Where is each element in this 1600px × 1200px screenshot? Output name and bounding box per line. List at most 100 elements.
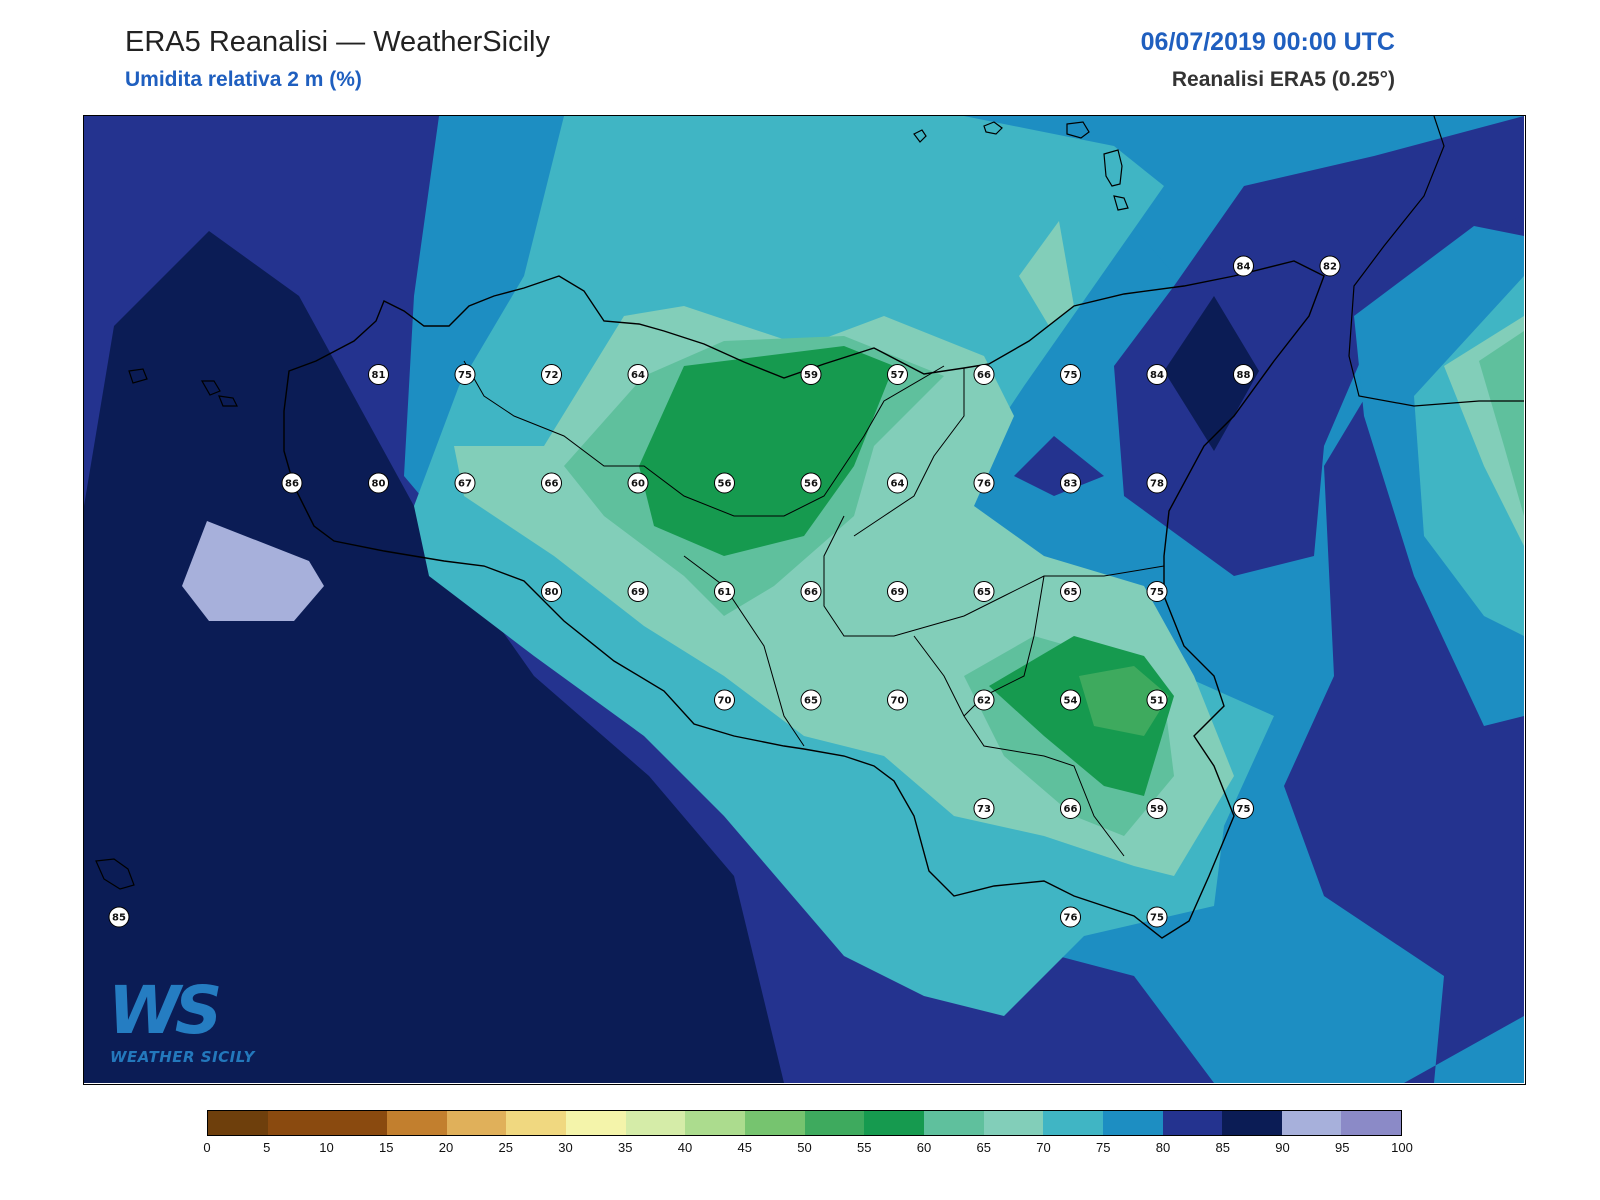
station-marker: 56 — [714, 472, 735, 494]
station-value: 65 — [804, 696, 818, 707]
station-circle — [368, 472, 389, 494]
station-circle — [627, 364, 649, 385]
colorbar-segment — [744, 1111, 805, 1135]
station-marker: 51 — [1146, 689, 1168, 711]
station-circle — [1146, 472, 1168, 494]
colorbar-tick-label: 25 — [498, 1140, 513, 1155]
station-marker: 70 — [714, 689, 735, 711]
station-value: 61 — [718, 587, 732, 598]
station-value: 65 — [977, 587, 991, 598]
station-value: 75 — [458, 370, 472, 381]
station-circle — [887, 581, 908, 602]
egadi-islands — [128, 368, 238, 407]
colorbar-tick-label: 50 — [797, 1140, 812, 1155]
station-marker: 84 — [1146, 364, 1168, 385]
station-marker: 56 — [800, 472, 822, 494]
station-marker: 66 — [800, 581, 822, 602]
colorbar-tick-label: 65 — [976, 1140, 991, 1155]
station-marker: 60 — [627, 472, 649, 494]
colorbar-tick-label: 10 — [319, 1140, 334, 1155]
station-marker: 75 — [1060, 364, 1081, 385]
station-circle — [973, 581, 995, 602]
station-circle — [541, 364, 562, 385]
station-value: 85 — [112, 913, 126, 924]
map-variable-subtitle: Umidita relativa 2 m (%) — [125, 68, 362, 91]
station-value: 70 — [891, 696, 905, 707]
station-marker: 61 — [714, 581, 735, 602]
station-marker: 62 — [973, 689, 995, 711]
station-circle — [973, 689, 995, 711]
station-value: 75 — [1064, 370, 1078, 381]
station-circle — [1146, 798, 1168, 819]
colorbar-segment — [267, 1111, 328, 1135]
colorbar-tick-label: 30 — [558, 1140, 573, 1155]
station-value: 76 — [977, 479, 991, 490]
colorbar-segment — [1222, 1111, 1282, 1135]
map-title: ERA5 Reanalisi — WeatherSicily — [125, 26, 550, 58]
station-value: 67 — [458, 479, 472, 490]
colorbar-segment — [1102, 1111, 1163, 1135]
station-value: 75 — [1237, 804, 1251, 815]
station-circle — [1060, 798, 1081, 819]
colorbar-segment — [208, 1111, 268, 1135]
station-value: 66 — [545, 479, 559, 490]
station-markers: 81 75 72 64 59 57 66 75 84 88 84 82 86 80 67 66 60 56 56 64… — [108, 255, 1341, 928]
map-datetime: 06/07/2019 00:00 UTC — [1140, 28, 1395, 56]
colorbar-segment — [1281, 1111, 1342, 1135]
station-value: 54 — [1064, 696, 1078, 707]
station-marker: 75 — [454, 364, 476, 385]
colorbar-segment — [1162, 1111, 1223, 1135]
station-value: 80 — [372, 479, 386, 490]
colorbar-segment — [565, 1111, 626, 1135]
station-circle — [541, 581, 562, 602]
logo-name: WEATHER SICILY — [110, 1048, 255, 1066]
station-circle — [1319, 255, 1341, 277]
station-value: 76 — [1064, 913, 1078, 924]
station-circle — [714, 581, 735, 602]
station-circle — [1233, 364, 1254, 385]
band-60-65-east — [1479, 331, 1524, 516]
station-value: 83 — [1064, 479, 1078, 490]
band-85-90 — [84, 231, 784, 1083]
station-circle — [800, 364, 822, 385]
station-value: 65 — [1064, 587, 1078, 598]
station-circle — [800, 472, 822, 494]
station-value: 82 — [1323, 262, 1337, 273]
colorbar-segment — [685, 1111, 745, 1135]
calabria-coastline — [1348, 116, 1524, 407]
station-marker: 88 — [1233, 364, 1254, 385]
station-marker: 83 — [1060, 472, 1081, 494]
colorbar-segment — [625, 1111, 686, 1135]
aeolian-islands — [913, 121, 1129, 211]
station-circle — [973, 798, 995, 819]
station-marker: 85 — [108, 906, 130, 928]
colorbar-tick-label: 55 — [857, 1140, 872, 1155]
station-value: 66 — [1064, 804, 1078, 815]
station-circle — [887, 364, 908, 385]
station-marker: 72 — [541, 364, 562, 385]
station-circle — [1146, 581, 1168, 602]
station-circle — [887, 689, 908, 711]
station-value: 56 — [804, 479, 818, 490]
station-value: 64 — [631, 370, 645, 381]
station-marker: 57 — [887, 364, 908, 385]
station-value: 84 — [1237, 262, 1251, 273]
station-circle — [454, 364, 476, 385]
station-value: 78 — [1150, 479, 1164, 490]
station-marker: 69 — [887, 581, 908, 602]
station-value: 69 — [631, 587, 645, 598]
station-marker: 84 — [1233, 255, 1254, 277]
station-circle — [887, 472, 908, 494]
station-circle — [800, 689, 822, 711]
station-circle — [973, 364, 995, 385]
station-value: 56 — [718, 479, 732, 490]
station-marker: 82 — [1319, 255, 1341, 277]
station-marker: 67 — [454, 472, 476, 494]
station-marker: 65 — [800, 689, 822, 711]
station-marker: 65 — [1060, 581, 1081, 602]
station-circle — [1060, 689, 1081, 711]
station-marker: 64 — [887, 472, 908, 494]
station-marker: 54 — [1060, 689, 1081, 711]
band-65-70-north — [1019, 221, 1074, 326]
band-95-100 — [182, 521, 324, 621]
